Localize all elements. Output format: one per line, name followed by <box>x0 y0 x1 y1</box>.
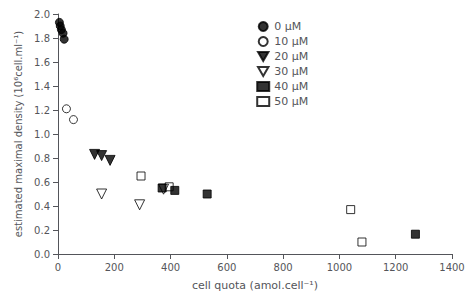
svg-text:20 μM: 20 μM <box>274 50 308 63</box>
svg-text:50 μM: 50 μM <box>274 95 308 108</box>
svg-text:1.4: 1.4 <box>34 81 50 92</box>
svg-text:1000: 1000 <box>327 262 352 273</box>
svg-text:600: 600 <box>217 262 236 273</box>
svg-text:30 μM: 30 μM <box>274 65 308 78</box>
svg-text:800: 800 <box>274 262 293 273</box>
svg-text:1.0: 1.0 <box>34 129 50 140</box>
svg-text:0.0: 0.0 <box>34 249 50 260</box>
svg-text:400: 400 <box>161 262 180 273</box>
svg-text:0: 0 <box>55 262 61 273</box>
svg-text:1.2: 1.2 <box>34 105 50 116</box>
svg-text:0.6: 0.6 <box>34 177 50 188</box>
svg-text:1.6: 1.6 <box>34 57 50 68</box>
svg-text:2.0: 2.0 <box>34 9 50 20</box>
svg-text:0.2: 0.2 <box>34 225 50 236</box>
svg-text:0.4: 0.4 <box>34 201 50 212</box>
svg-text:estimated maximal density (10⁶: estimated maximal density (10⁶cell.ml⁻¹) <box>13 31 24 238</box>
svg-text:0.8: 0.8 <box>34 153 50 164</box>
svg-text:10 μM: 10 μM <box>274 35 308 48</box>
svg-text:200: 200 <box>105 262 124 273</box>
svg-text:1.8: 1.8 <box>34 33 50 44</box>
svg-text:40 μM: 40 μM <box>274 80 308 93</box>
svg-text:1200: 1200 <box>383 262 408 273</box>
svg-text:1400: 1400 <box>439 262 464 273</box>
svg-text:cell quota (amol.cell⁻¹): cell quota (amol.cell⁻¹) <box>192 279 318 292</box>
svg-text:0 μM: 0 μM <box>274 20 301 33</box>
